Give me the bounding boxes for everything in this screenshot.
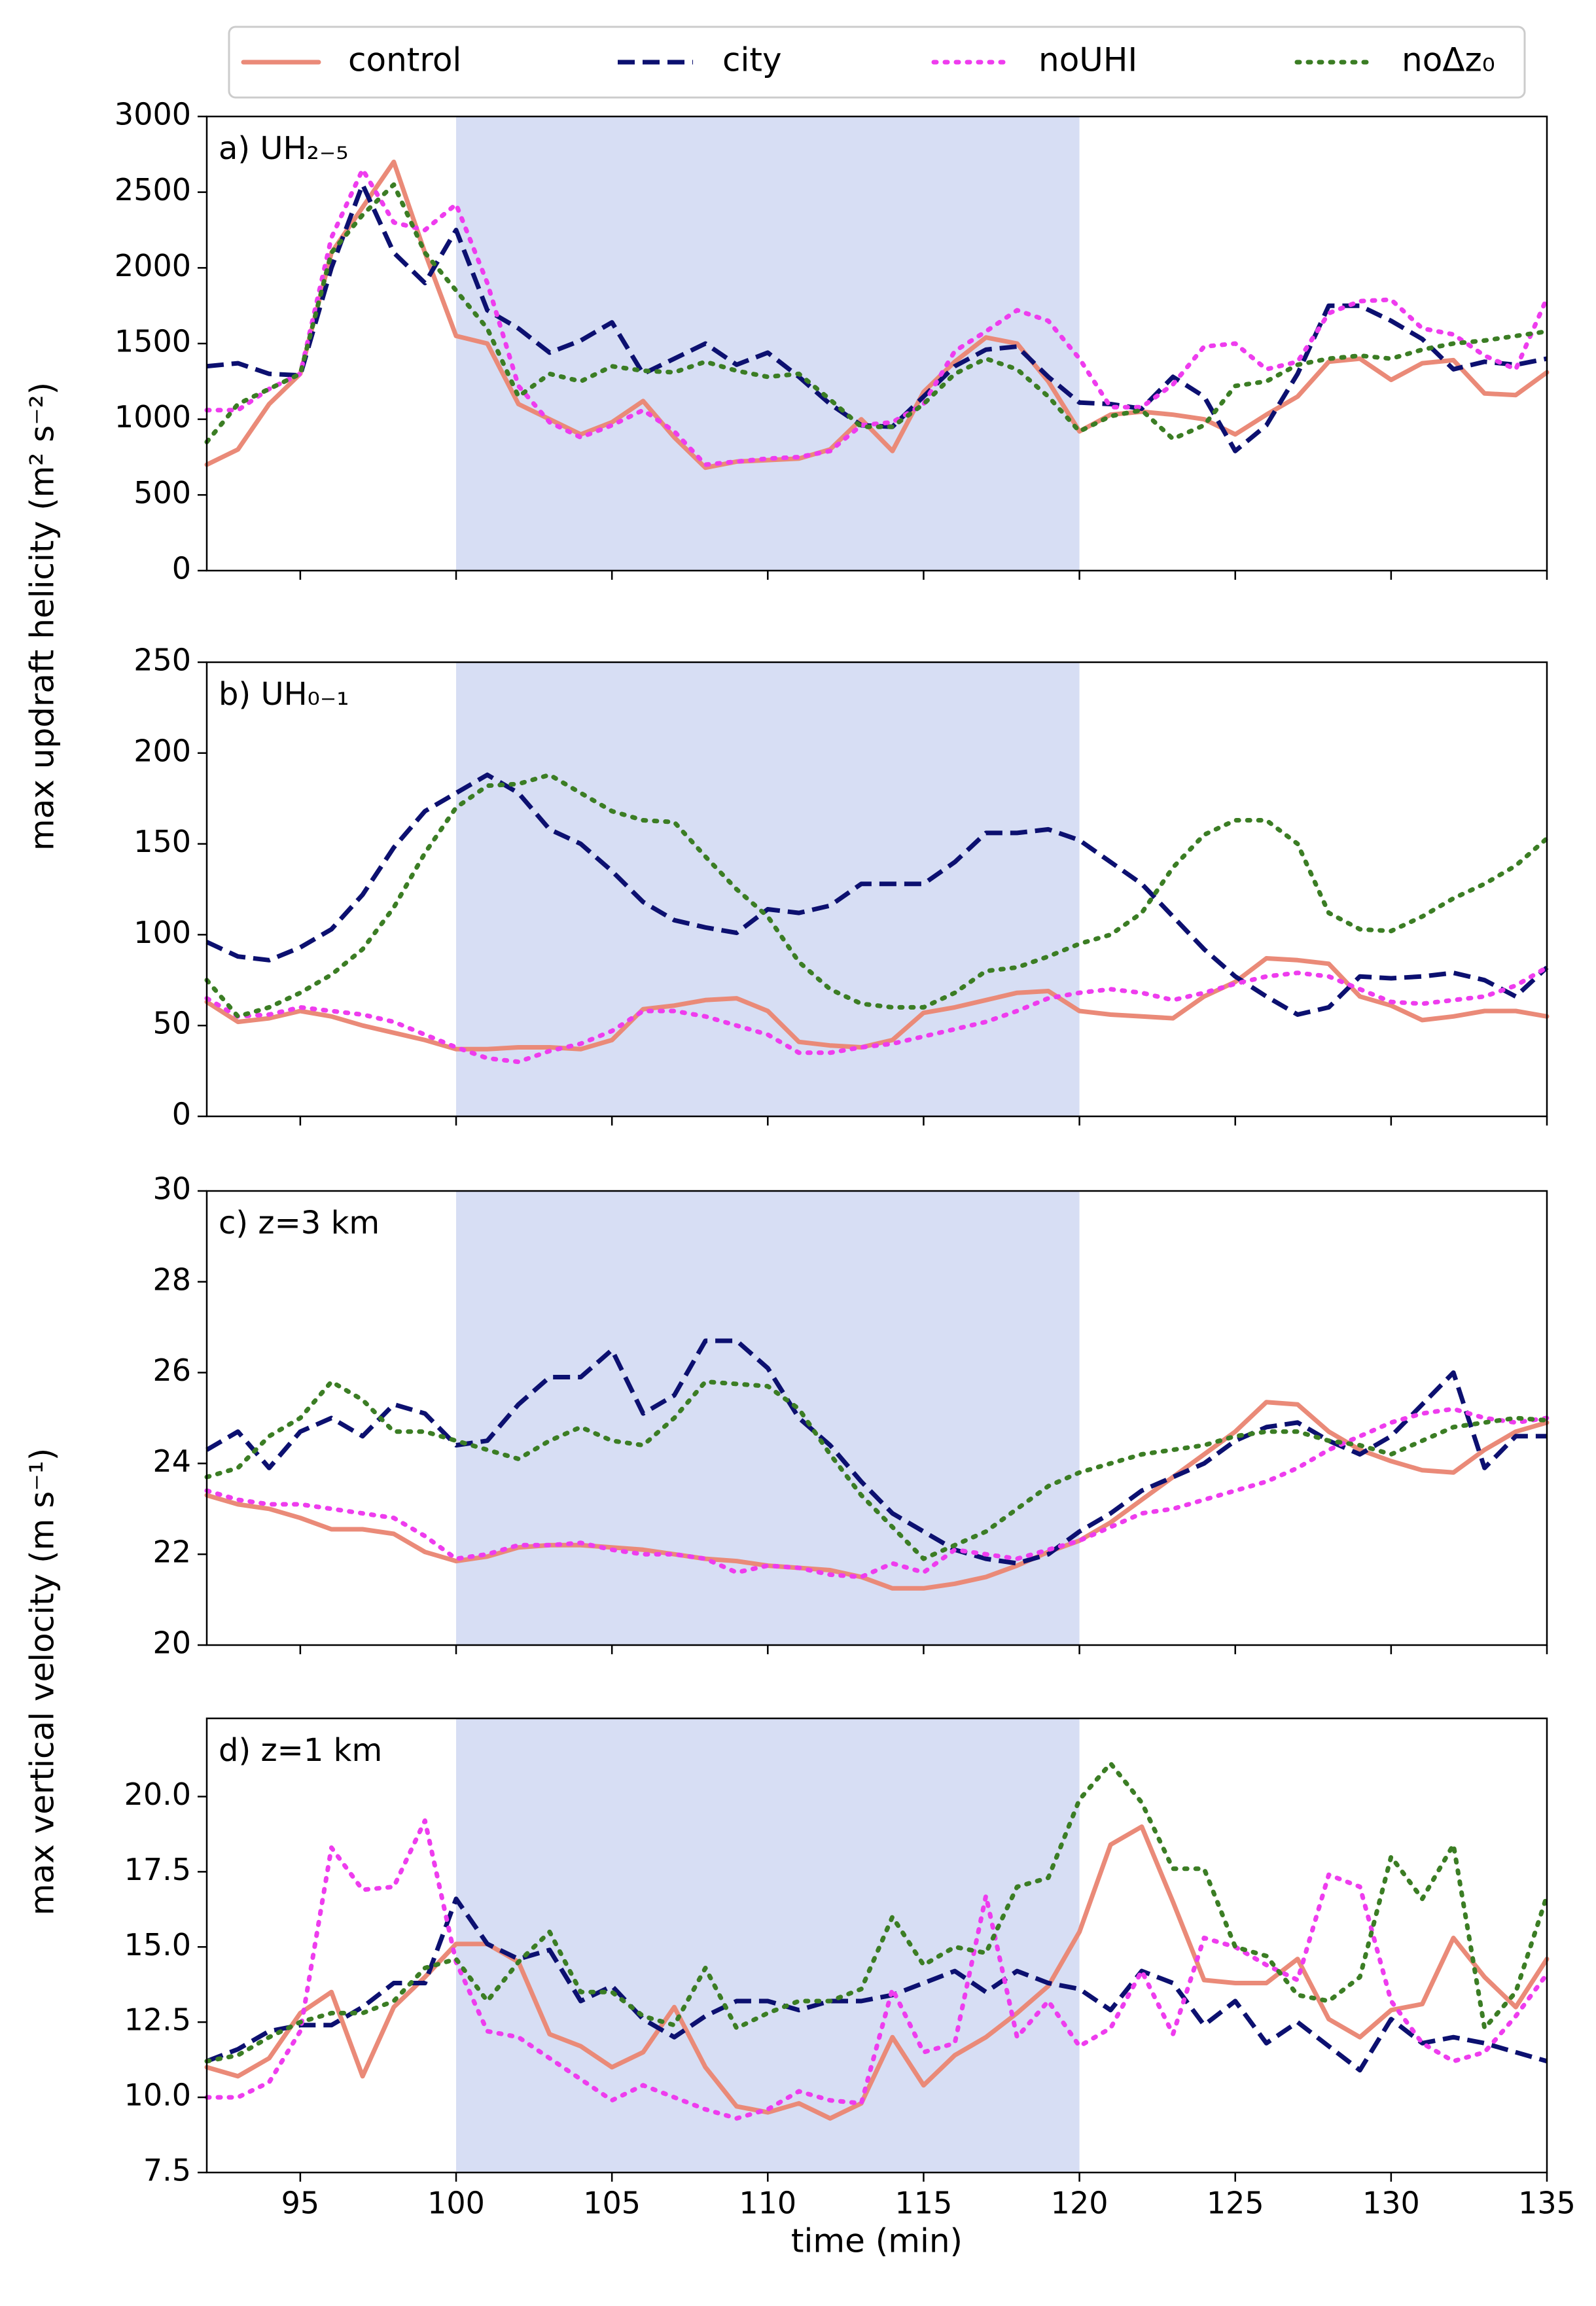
legend-label: noUHI [1038,41,1137,79]
y-tick-label: 1500 [115,324,191,359]
shaded-period [456,1191,1080,1645]
y-tick-label: 1000 [115,399,191,435]
y-tick-label: 28 [152,1262,191,1297]
y-tick-label: 24 [152,1444,191,1479]
y-tick-label: 17.5 [124,1852,191,1887]
y-axis-label: max vertical velocity (m s⁻¹) [24,1448,62,1916]
series-line [205,772,1549,1017]
series-line [204,159,1550,470]
x-tick-label: 110 [739,2186,796,2221]
x-tick-label: 105 [583,2186,641,2221]
x-tick-label: 130 [1362,2186,1420,2221]
legend-label: control [348,41,461,79]
y-tick-label: 30 [152,1171,191,1207]
series-line [204,965,1550,1065]
series-line [204,772,1550,1019]
y-tick-label: 12.5 [124,2002,191,2038]
y-tick-label: 0 [172,1097,191,1132]
y-tick-label: 20 [152,1625,191,1661]
panel-label: d) z=1 km [219,1732,382,1769]
y-tick-label: 150 [133,824,191,859]
y-tick-label: 20.0 [124,1777,191,1812]
shaded-period [456,1718,1080,2173]
x-axis-label: time (min) [791,2222,963,2260]
y-tick-label: 22 [152,1534,191,1570]
y-tick-label: 100 [133,915,191,950]
axes-frame [205,1717,1548,2174]
x-tick-label: 135 [1518,2186,1576,2221]
x-tick-label: 125 [1207,2186,1264,2221]
y-tick-label: 50 [152,1006,191,1041]
legend-box [228,26,1526,99]
x-tick-label: 100 [427,2186,485,2221]
series-line [204,1818,1550,2121]
series-line [204,1406,1550,1580]
y-tick-label: 250 [133,643,191,678]
series-line [204,1400,1550,1591]
y-tick-label: 0 [172,551,191,586]
axes-frame [205,661,1548,1118]
y-tick-label: 500 [133,475,191,510]
series-line [205,1896,1548,2073]
series-line [206,182,1548,453]
series-line [204,167,1550,467]
panel-label: b) UH₀₋₁ [219,676,349,713]
shaded-period [456,116,1080,571]
y-tick-label: 200 [133,733,191,768]
shaded-period [456,662,1080,1116]
legend-label: city [722,41,782,79]
y-tick-label: 10.0 [124,2078,191,2113]
y-tick-label: 2500 [115,172,191,207]
series-line [204,182,1550,444]
panel-label: a) UH₂₋₅ [219,130,348,167]
series-line [204,1379,1550,1561]
series-line [204,1761,1550,2064]
x-tick-label: 95 [281,2186,320,2221]
panel-label: c) z=3 km [219,1205,380,1241]
y-tick-label: 3000 [115,97,191,132]
y-tick-label: 26 [152,1353,191,1388]
series-line [205,1338,1547,1566]
y-tick-label: 7.5 [143,2153,191,2188]
legend-label: noΔz₀ [1402,41,1495,79]
x-tick-label: 120 [1051,2186,1108,2221]
y-axis-label: max updraft helicity (m² s⁻²) [24,382,62,851]
y-tick-label: 15.0 [124,1927,191,1962]
axes-frame [205,1190,1548,1646]
y-tick-label: 2000 [115,248,191,283]
x-tick-label: 115 [895,2186,953,2221]
